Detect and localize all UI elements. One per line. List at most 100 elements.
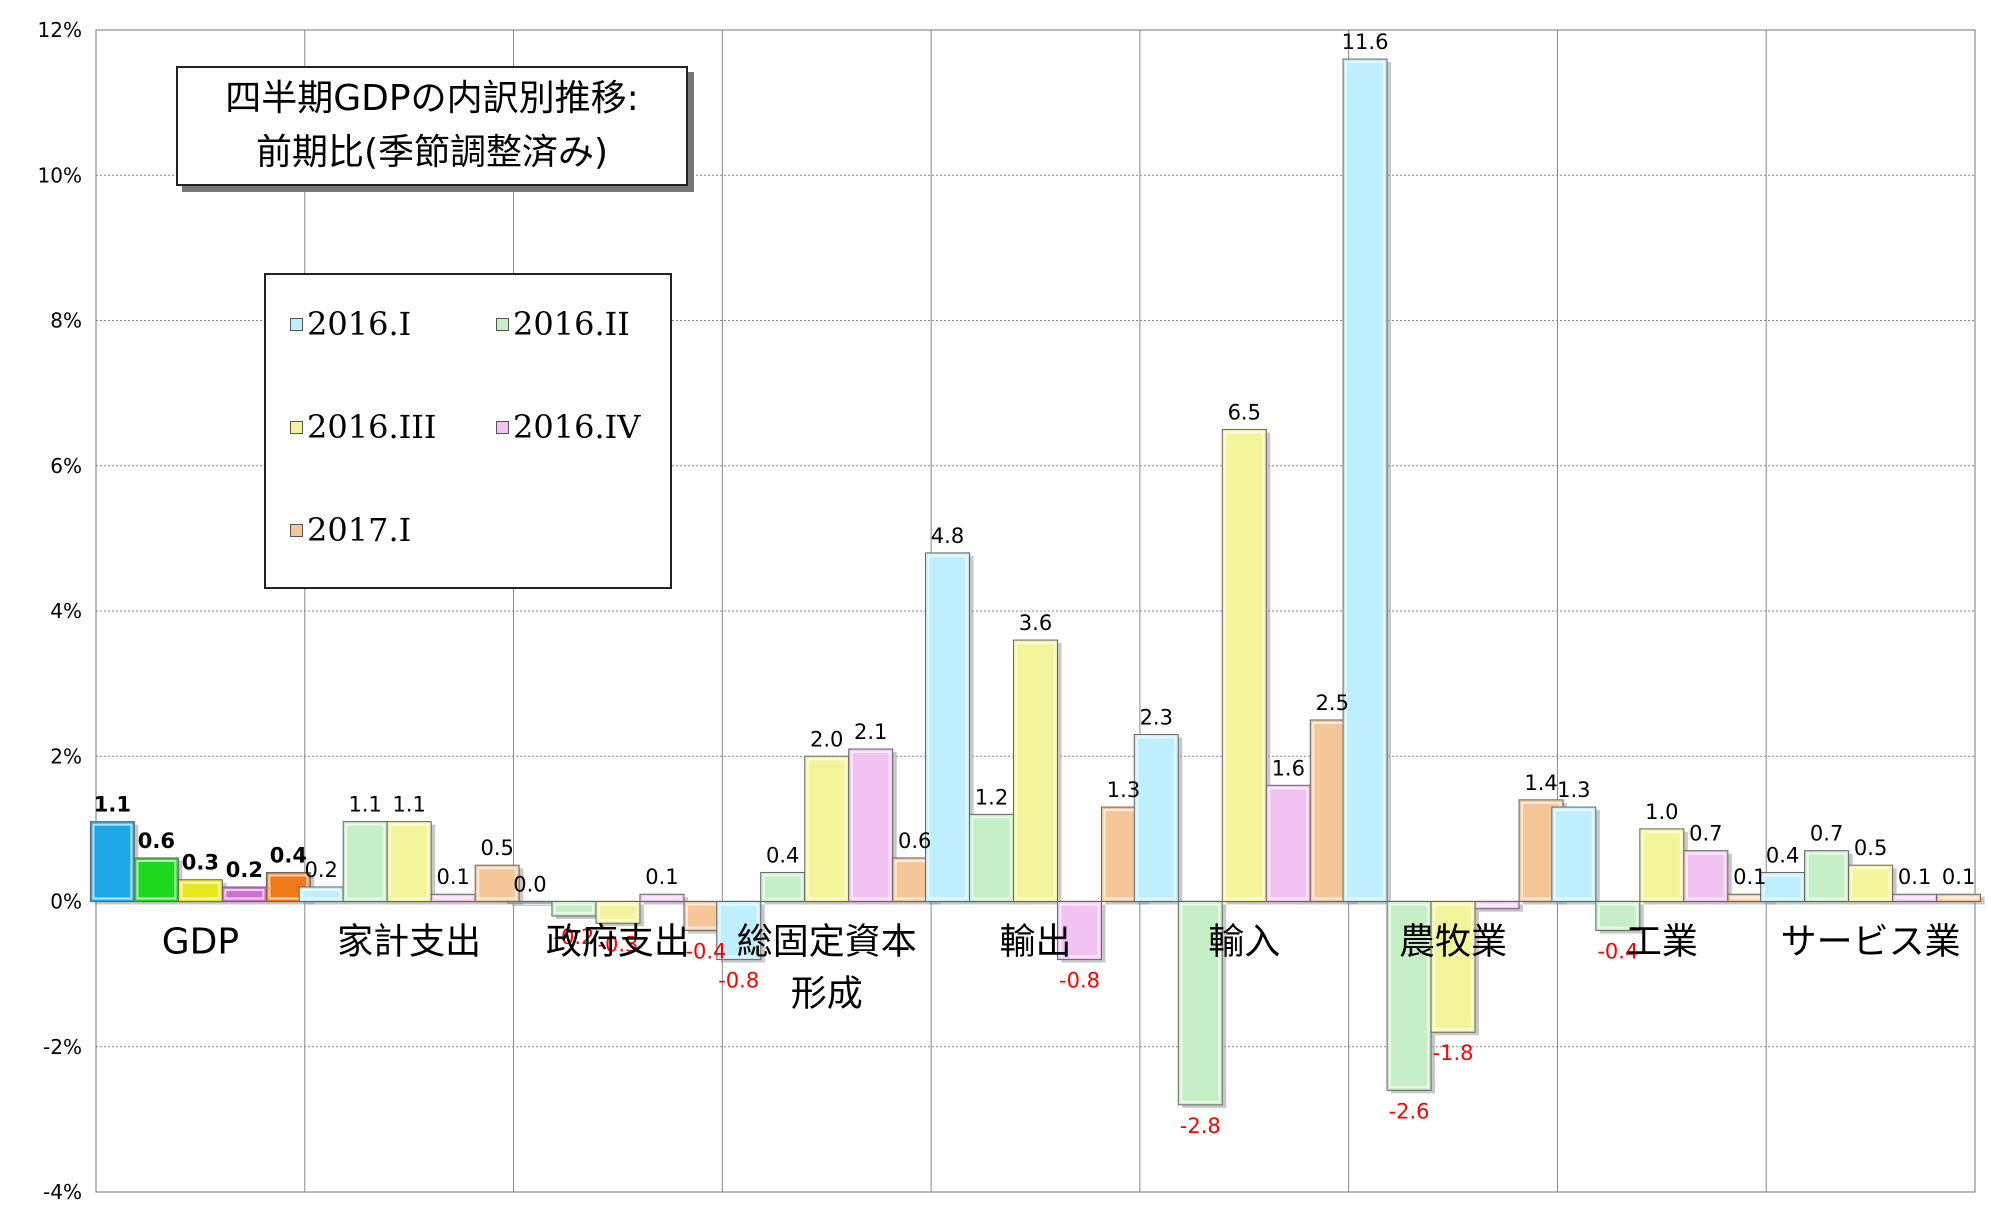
data-label: 1.6	[1272, 756, 1305, 780]
bar	[1057, 901, 1102, 961]
bar	[1595, 901, 1641, 932]
bar-bevel	[1806, 852, 1847, 900]
data-label: 6.5	[1228, 400, 1261, 424]
bar	[848, 748, 894, 902]
bar-bevel	[1597, 903, 1638, 929]
bar	[969, 813, 1014, 902]
chart-title-line-2: 前期比(季節調整済み)	[255, 132, 609, 173]
bar	[1177, 901, 1223, 1106]
bar	[925, 552, 970, 903]
legend: 2016.I 2016.II 2016.III 2016.IV 2017.I	[264, 273, 672, 589]
data-label: 2.1	[854, 720, 887, 744]
data-label: 0.1	[645, 865, 678, 889]
bar-bevel	[641, 896, 682, 900]
data-label: 1.1	[392, 793, 425, 817]
data-label: 2.3	[1140, 705, 1173, 729]
bar-bevel	[1136, 736, 1177, 900]
bar-bevel	[301, 888, 342, 900]
category-label: 輸出	[999, 922, 1071, 963]
bar	[89, 821, 135, 902]
data-label: 0.4	[766, 843, 799, 867]
bar	[133, 857, 179, 902]
data-label: 0.4	[270, 843, 307, 867]
category-label: 輸入	[1208, 922, 1280, 963]
data-label: 3.6	[1019, 611, 1052, 635]
data-label: 11.6	[1342, 30, 1389, 54]
bar	[1133, 733, 1179, 903]
bar-bevel	[1224, 431, 1265, 900]
bar	[760, 871, 806, 903]
y-tick-label: -4%	[43, 1180, 82, 1204]
bar-bevel	[1894, 896, 1935, 900]
data-label: 0.7	[1689, 822, 1722, 846]
plot-area	[95, 29, 1976, 1193]
data-label: 2.5	[1316, 691, 1349, 715]
bar-bevel	[92, 823, 133, 900]
data-label: 0.2	[226, 858, 263, 882]
bar-shadow	[511, 904, 556, 906]
y-tick-label: 4%	[50, 599, 82, 623]
label-layer: 1.10.60.3 0.20.40.21.1 1.10.10.50.0-0.2 -0.…	[94, 30, 1976, 1138]
data-label: 1.1	[348, 793, 381, 817]
category-label: 家計支出	[337, 922, 481, 963]
data-label: -0.8	[1059, 969, 1100, 993]
bar-bevel	[224, 888, 265, 900]
legend-label: 2016.IV	[513, 408, 641, 446]
bar-bevel	[806, 758, 847, 900]
data-label: 0.1	[436, 865, 469, 889]
legend-item-2016-i: 2016.I	[290, 305, 411, 343]
bar-bevel	[762, 874, 803, 900]
bar-bevel	[1180, 903, 1221, 1103]
bar-bevel	[1641, 830, 1682, 900]
data-label: 2.0	[810, 727, 843, 751]
bar	[1639, 828, 1685, 902]
bar-bevel	[597, 903, 638, 922]
legend-label: 2016.I	[307, 305, 412, 343]
bar	[474, 864, 520, 902]
chart-title: 四半期GDPの内訳別推移: 前期比(季節調整済み)	[176, 66, 688, 186]
data-label: 1.4	[1524, 771, 1557, 795]
bar-bevel	[553, 903, 594, 915]
bar	[1221, 428, 1267, 902]
data-label: -0.8	[718, 969, 759, 993]
bar-bevel	[1059, 903, 1100, 958]
bar-bevel	[718, 903, 759, 958]
data-label: 1.1	[94, 793, 131, 817]
y-tick-label: 6%	[50, 454, 82, 478]
legend-label: 2017.I	[307, 511, 412, 549]
category-label: 総固定資本	[737, 922, 917, 963]
bar-bevel	[1762, 874, 1803, 900]
bar-bevel	[850, 750, 891, 900]
bar-bevel	[180, 881, 221, 900]
y-tick-label: 0%	[50, 890, 82, 914]
data-label: 0.1	[1733, 865, 1766, 889]
data-label: 0.2	[304, 858, 337, 882]
data-label: 4.8	[931, 524, 964, 548]
bar	[1848, 864, 1894, 902]
y-tick-label: 8%	[50, 309, 82, 333]
y-tick-label: 10%	[38, 163, 82, 187]
category-label: サービス業	[1781, 922, 1961, 963]
bar	[804, 755, 850, 902]
data-label: 0.5	[480, 836, 513, 860]
bar-bevel	[345, 823, 386, 900]
bar-bevel	[1850, 867, 1891, 900]
bar-bevel	[1015, 642, 1056, 900]
legend-swatch	[290, 317, 303, 331]
legend-swatch	[290, 523, 303, 537]
data-label: 0.1	[1942, 865, 1975, 889]
category-label: GDP	[162, 922, 239, 963]
category-label: 農牧業	[1399, 922, 1507, 963]
bar-bevel	[477, 867, 518, 900]
bar-bevel	[1685, 852, 1726, 900]
bar	[1013, 639, 1058, 902]
bar	[1804, 850, 1850, 902]
data-label: -0.2	[553, 925, 594, 949]
bar	[716, 901, 762, 961]
legend-label: 2016.II	[513, 305, 630, 343]
bar-bevel	[1553, 809, 1594, 900]
bar-bevel	[927, 554, 968, 900]
bar-bevel	[1433, 903, 1474, 1031]
